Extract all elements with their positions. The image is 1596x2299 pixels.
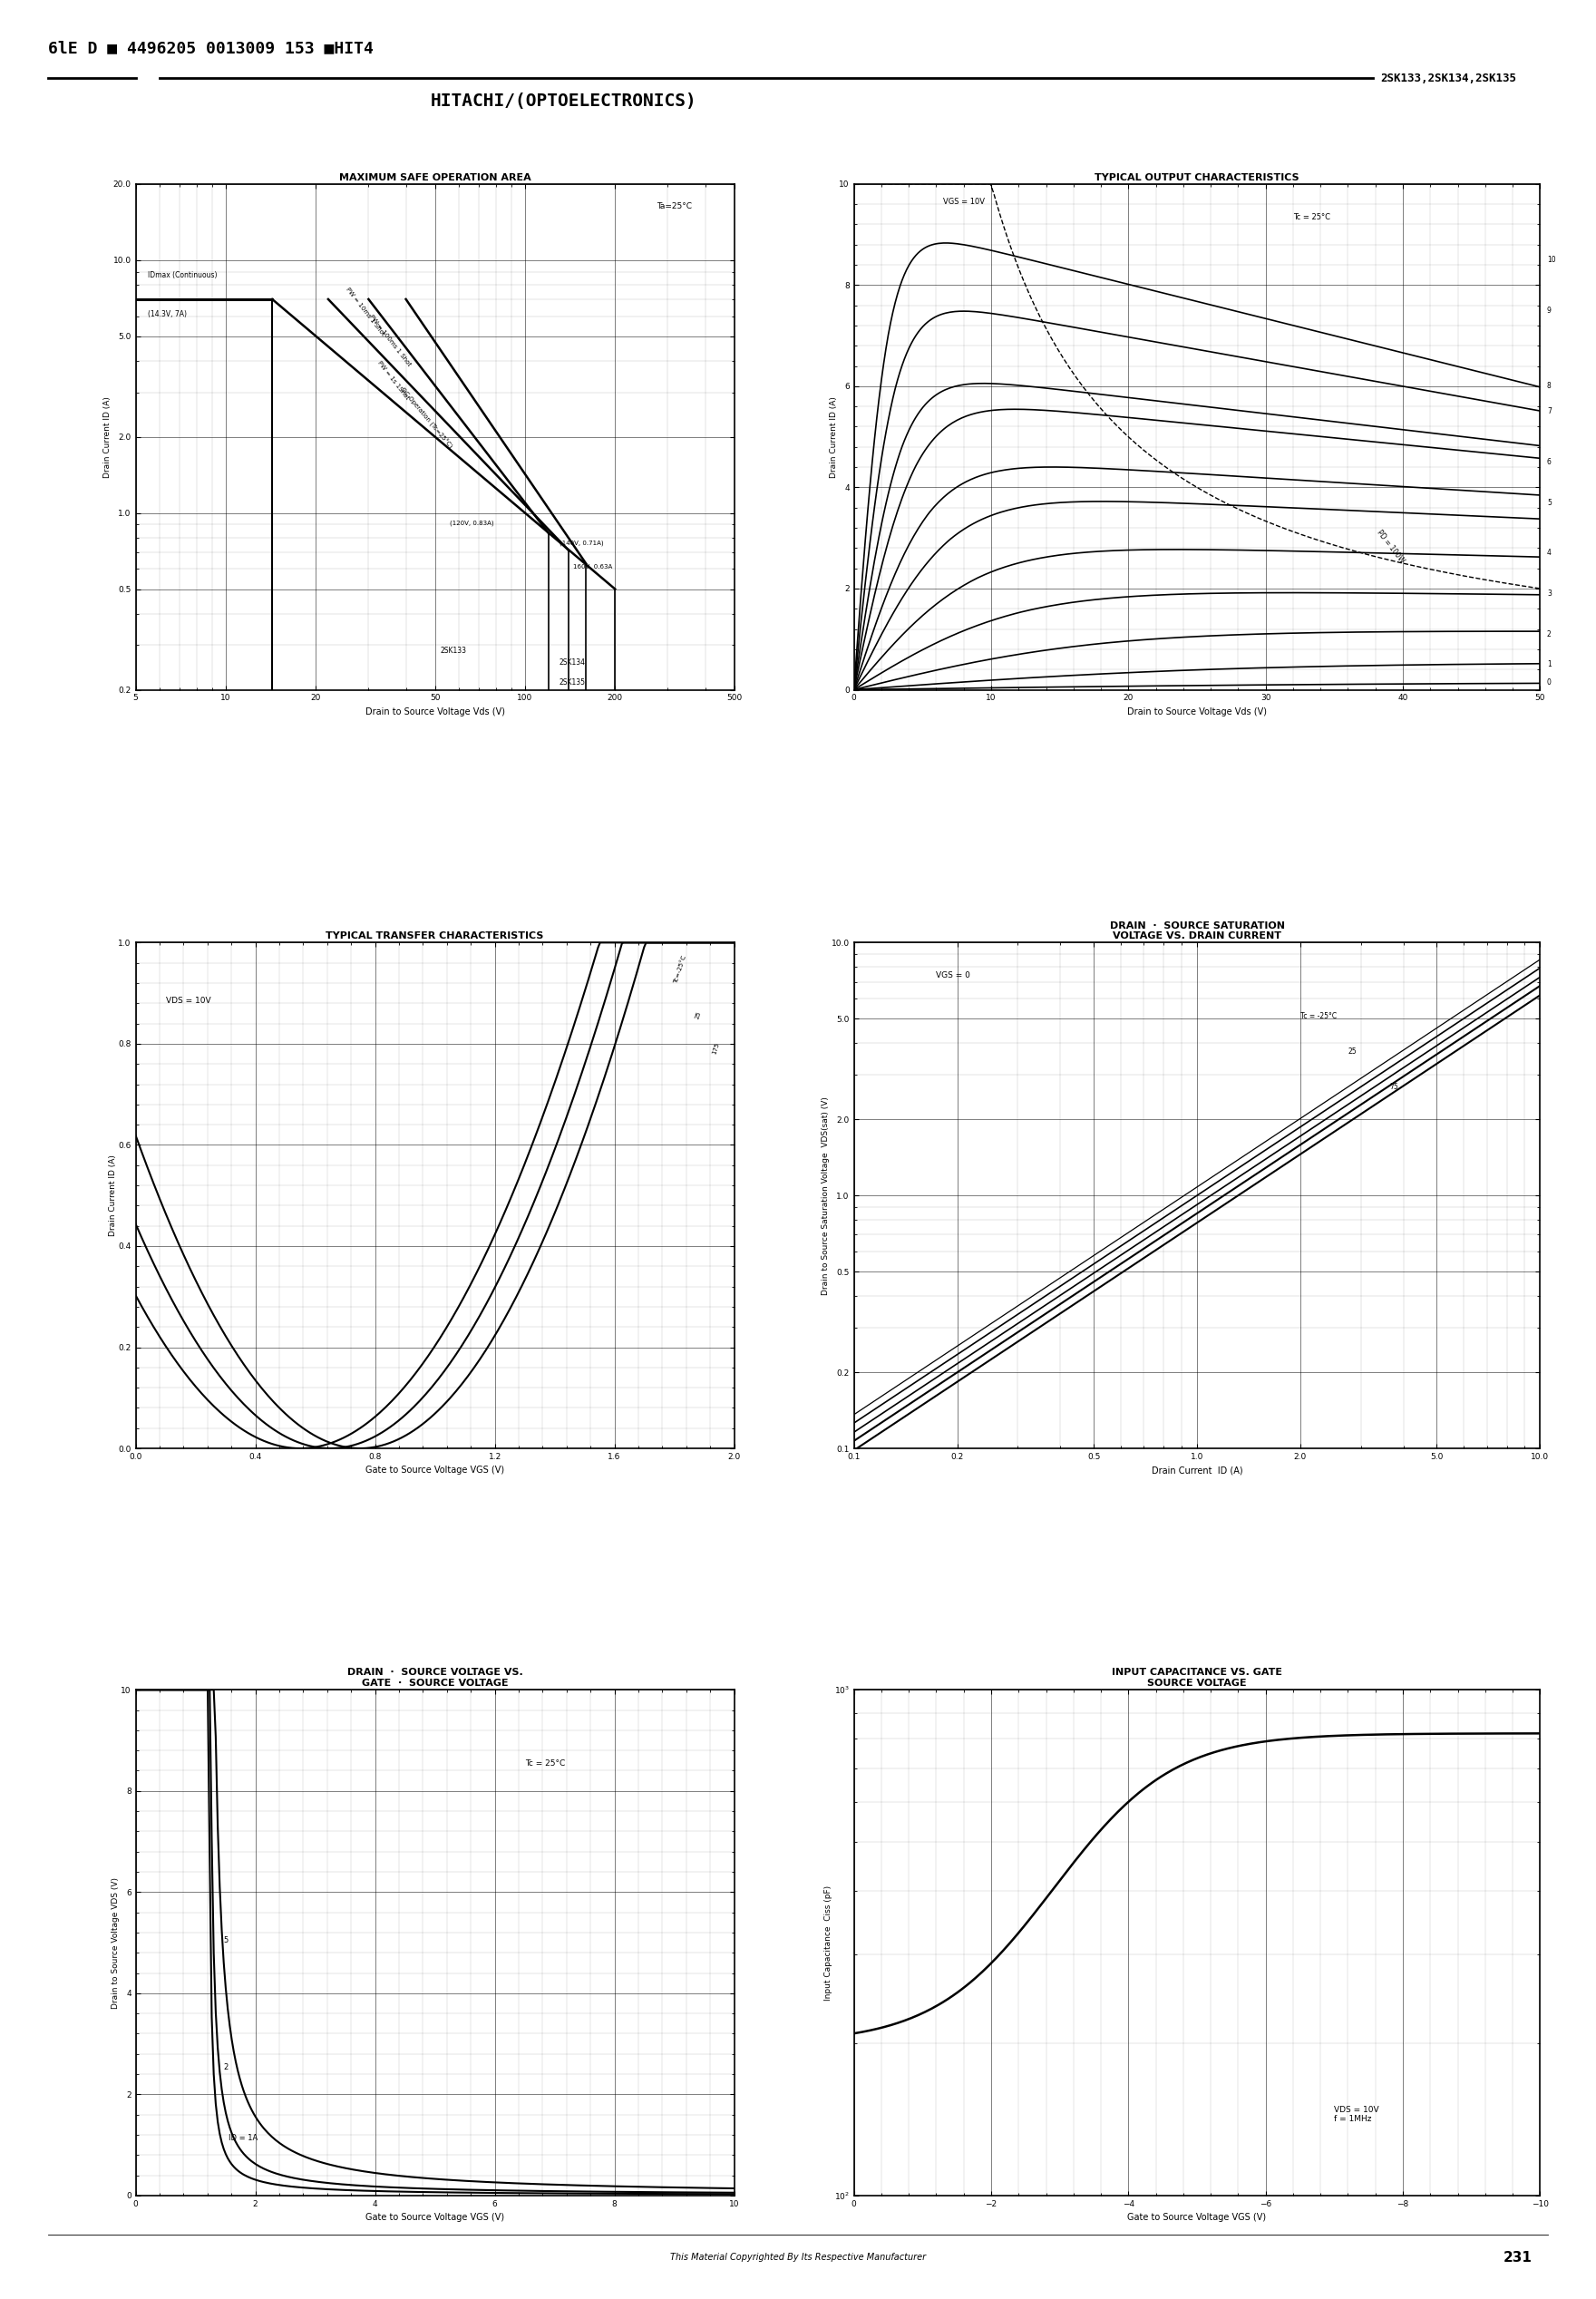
Text: Tc=-25°C: Tc=-25°C [674,954,688,984]
Text: 175: 175 [712,1041,721,1055]
Text: DC Operation (Tc=25°C): DC Operation (Tc=25°C) [399,386,453,451]
Text: 6: 6 [1547,458,1551,467]
Text: 3: 3 [1547,589,1551,598]
Text: PD = 100W: PD = 100W [1376,529,1406,566]
Y-axis label: Drain to Source Voltage VDS (V): Drain to Source Voltage VDS (V) [112,1876,120,2009]
Text: 10: 10 [1547,255,1556,264]
Text: ID = 1A: ID = 1A [228,2133,259,2143]
Text: HITACHI/(OPTOELECTRONICS): HITACHI/(OPTOELECTRONICS) [431,92,697,110]
Text: Tc = 25°C: Tc = 25°C [1293,214,1329,221]
Text: 2SK133: 2SK133 [440,646,466,655]
Text: This Material Copyrighted By Its Respective Manufacturer: This Material Copyrighted By Its Respect… [670,2253,926,2262]
Text: 2: 2 [1547,630,1551,639]
Text: 1: 1 [1547,660,1551,669]
Text: VGS = 0: VGS = 0 [937,972,970,979]
X-axis label: Gate to Source Voltage VGS (V): Gate to Source Voltage VGS (V) [365,1467,504,1476]
Text: 75: 75 [1389,1083,1398,1092]
Text: 4: 4 [1547,549,1551,556]
Text: 2SK133,2SK134,2SK135: 2SK133,2SK134,2SK135 [1381,71,1516,85]
X-axis label: Gate to Source Voltage VGS (V): Gate to Source Voltage VGS (V) [1127,2214,1267,2223]
Title: DRAIN  ·  SOURCE SATURATION
VOLTAGE VS. DRAIN CURRENT: DRAIN · SOURCE SATURATION VOLTAGE VS. DR… [1109,922,1285,940]
X-axis label: Drain to Source Voltage Vds (V): Drain to Source Voltage Vds (V) [365,708,504,717]
Text: PW = 1s 1Shot: PW = 1s 1Shot [377,361,410,400]
X-axis label: Gate to Source Voltage VGS (V): Gate to Source Voltage VGS (V) [365,2214,504,2223]
Text: 7: 7 [1547,407,1551,416]
Text: 2SK134: 2SK134 [559,660,586,667]
Text: VDS = 10V
f = 1MHz: VDS = 10V f = 1MHz [1334,2106,1379,2124]
X-axis label: Drain Current  ID (A): Drain Current ID (A) [1151,1467,1243,1476]
Text: 0: 0 [1547,678,1551,687]
Text: 25: 25 [1349,1048,1357,1055]
Text: 6lE D ■ 4496205 0013009 153 ■HIT4: 6lE D ■ 4496205 0013009 153 ■HIT4 [48,39,373,57]
Text: 25: 25 [694,1009,702,1018]
Text: Ta=25°C: Ta=25°C [656,202,691,209]
Text: IDmax (Continuous): IDmax (Continuous) [148,271,217,280]
Text: 2SK135: 2SK135 [559,678,586,685]
Y-axis label: Drain Current ID (A): Drain Current ID (A) [830,395,838,478]
Text: PW = 10ms 1 Shot: PW = 10ms 1 Shot [345,287,386,338]
Y-axis label: Input Capacitance  Ciss (pF): Input Capacitance Ciss (pF) [825,1885,833,2000]
Title: INPUT CAPACITANCE VS. GATE
SOURCE VOLTAGE: INPUT CAPACITANCE VS. GATE SOURCE VOLTAG… [1112,1669,1282,1687]
Title: MAXIMUM SAFE OPERATION AREA: MAXIMUM SAFE OPERATION AREA [338,172,531,182]
Text: Tc = 25°C: Tc = 25°C [525,1759,565,1768]
Title: DRAIN  ·  SOURCE VOLTAGE VS.
GATE  ·  SOURCE VOLTAGE: DRAIN · SOURCE VOLTAGE VS. GATE · SOURCE… [346,1669,523,1687]
Title: TYPICAL OUTPUT CHARACTERISTICS: TYPICAL OUTPUT CHARACTERISTICS [1095,172,1299,182]
Text: (140V, 0.71A): (140V, 0.71A) [559,540,603,545]
Text: 160V, 0.63A: 160V, 0.63A [573,566,613,570]
Y-axis label: Drain Current ID (A): Drain Current ID (A) [109,1154,117,1237]
Text: 5: 5 [1547,499,1551,506]
Text: 8: 8 [1547,382,1551,391]
Y-axis label: Drain to Source Saturation Voltage  VDS(sat) (V): Drain to Source Saturation Voltage VDS(s… [822,1097,830,1294]
X-axis label: Drain to Source Voltage Vds (V): Drain to Source Voltage Vds (V) [1127,708,1267,717]
Text: VDS = 10V: VDS = 10V [166,998,211,1005]
Text: 5: 5 [223,1936,228,1945]
Text: PW = 100ms 1 Shot: PW = 100ms 1 Shot [369,313,412,368]
Y-axis label: Drain Current ID (A): Drain Current ID (A) [104,395,112,478]
Text: VGS = 10V: VGS = 10V [943,198,985,207]
Text: (120V, 0.83A): (120V, 0.83A) [450,520,493,526]
Text: Tc = -25°C: Tc = -25°C [1299,1012,1336,1021]
Text: 2: 2 [223,2062,228,2071]
Title: TYPICAL TRANSFER CHARACTERISTICS: TYPICAL TRANSFER CHARACTERISTICS [326,931,544,940]
Text: (14.3V, 7A): (14.3V, 7A) [148,310,187,317]
Text: 9: 9 [1547,306,1551,315]
Text: 231: 231 [1503,2251,1532,2265]
